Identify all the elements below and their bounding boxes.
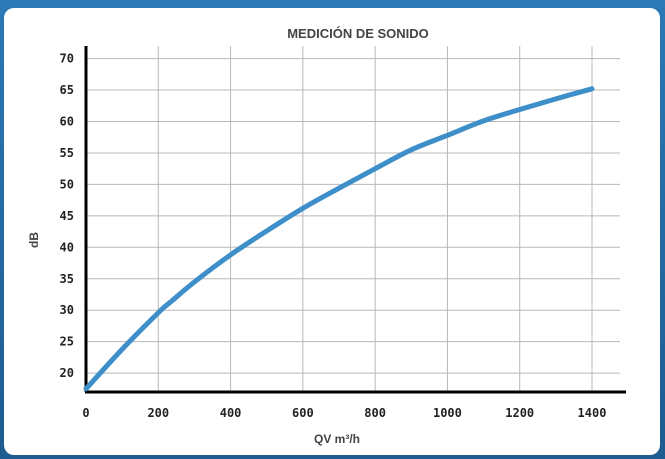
y-tick-label: 50	[60, 177, 74, 191]
y-tick-label: 40	[60, 240, 74, 254]
y-tick-label: 60	[60, 114, 74, 128]
y-tick-label: 65	[60, 83, 74, 97]
tick-labels: 20 25 30 35 40 45 50 55 60 65 70 0 200 400 600 800 1000 1…	[60, 52, 607, 420]
series-layer	[83, 86, 595, 392]
series-line	[83, 86, 595, 392]
x-tick-label: 1200	[505, 406, 534, 420]
chart-title: MEDICIÓN DE SONIDO	[287, 26, 429, 41]
y-tick-label: 35	[60, 272, 74, 286]
x-tick-label: 200	[147, 406, 169, 420]
x-tick-label: 600	[292, 406, 314, 420]
x-tick-label: 0	[82, 406, 89, 420]
x-axis-label: QV m³/h	[314, 432, 360, 446]
y-tick-label: 25	[60, 335, 74, 349]
y-tick-label: 30	[60, 303, 74, 317]
x-tick-label: 400	[220, 406, 242, 420]
chart-panel	[4, 8, 660, 455]
x-tick-label: 1000	[433, 406, 462, 420]
y-tick-label: 55	[60, 146, 74, 160]
y-axis-label: dB	[27, 232, 41, 248]
y-tick-label: 70	[60, 52, 74, 66]
x-tick-label: 800	[364, 406, 386, 420]
grid	[86, 46, 620, 392]
axes	[84, 46, 626, 394]
y-tick-label: 45	[60, 209, 74, 223]
x-tick-label: 1400	[578, 406, 607, 420]
y-tick-label: 20	[60, 366, 74, 380]
